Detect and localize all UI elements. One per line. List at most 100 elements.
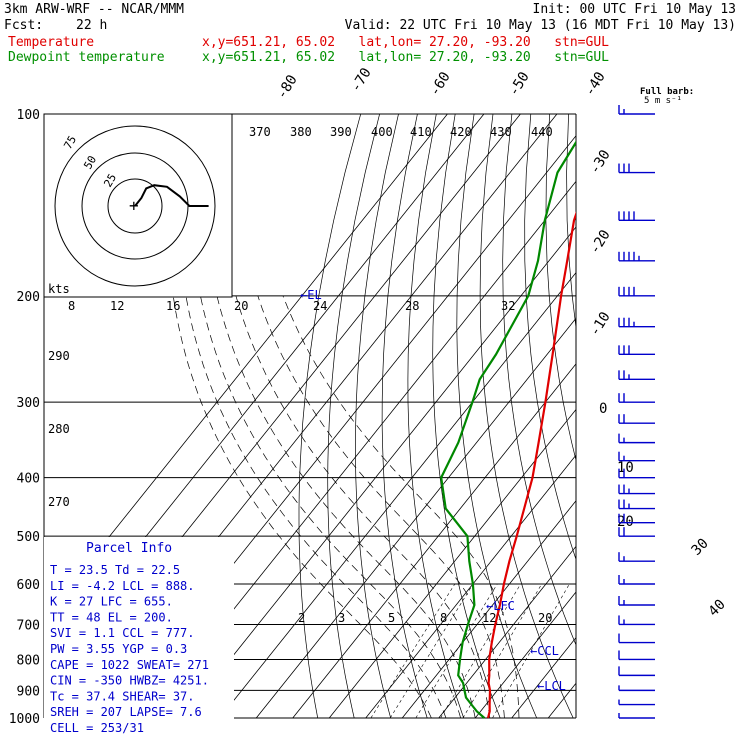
wind-barb [618, 370, 655, 381]
mixing-ratio-line [389, 583, 474, 719]
parcel-info-row: PW = 3.55 YGP = 0.3 [50, 642, 187, 656]
wind-barb [618, 699, 655, 706]
dry-adiabat [720, 114, 740, 718]
parcel-info-row: LI = -4.2 LCL = 888. [50, 579, 195, 593]
wind-barb [618, 650, 655, 661]
wind-barb [618, 552, 655, 562]
isotherm-label: -60 [427, 69, 454, 99]
hodograph-ring-label: 50 [81, 154, 99, 172]
temperature-profile [486, 211, 576, 719]
isotherm-label: -80 [274, 72, 301, 102]
isotherm-line [401, 500, 576, 719]
wind-barb [618, 484, 655, 495]
level-marker-ccl: ←CCL [530, 644, 559, 658]
wind-barb [618, 286, 655, 297]
mixing-ratio-label: 20 [234, 299, 248, 313]
theta-label: 390 [330, 125, 352, 139]
wind-barb [618, 451, 655, 462]
isotherm-label: -50 [506, 69, 533, 99]
isotherm-label: -30 [587, 147, 614, 177]
moist-adiabat [235, 295, 491, 719]
dry-adiabat [566, 114, 576, 330]
theta-label: 290 [48, 349, 70, 363]
dry-adiabat [701, 114, 740, 718]
moist-adiabat [216, 295, 476, 719]
isotherm-label: -70 [348, 65, 375, 95]
isotherm-label: 10 [617, 460, 634, 476]
dry-adiabat [524, 114, 576, 561]
isotherm-line [585, 114, 740, 718]
isotherm-line [328, 408, 576, 719]
pressure-tick-label: 300 [17, 396, 40, 411]
isotherm-line [474, 591, 576, 719]
pressure-tick-label: 1000 [9, 712, 40, 727]
dry-adiabat [606, 114, 740, 718]
temperature-legend: Temperature [8, 35, 95, 50]
isotherm-label: 20 [617, 514, 634, 530]
parcel-info-row: Tc = 37.4 SHEAR= 37. [50, 689, 195, 703]
wind-barb [618, 513, 655, 524]
dry-adiabat [587, 114, 740, 718]
barb-legend-units: 5 m s⁻¹ [644, 96, 682, 106]
mixing-ratio-label: 12 [110, 299, 124, 313]
wind-barb [618, 345, 655, 356]
theta-label: 280 [48, 422, 70, 436]
dry-adiabat [327, 114, 380, 719]
isotherm-label: 0 [599, 401, 607, 417]
dry-adiabat [502, 114, 576, 646]
mixing-ratio-label: 8 [68, 299, 75, 313]
hodograph-trace [134, 184, 209, 207]
isotherm-line [219, 272, 576, 719]
dry-adiabat [625, 114, 740, 718]
level-marker-lcl: ←LCL [537, 679, 566, 693]
wind-barb [618, 393, 655, 403]
dry-adiabat [663, 114, 740, 718]
theta-label: 400 [371, 125, 393, 139]
wind-barb [618, 633, 655, 644]
forecast-label: Fcst: [4, 18, 44, 33]
parcel-info-row: K = 27 LFC = 655. [50, 595, 173, 609]
isotherm-label: 40 [706, 597, 729, 620]
pressure-tick-label: 900 [17, 684, 40, 699]
hodograph-ring [107, 178, 163, 234]
isotherm-line [438, 545, 576, 719]
dry-adiabat [644, 114, 740, 718]
mixing-ratio-label: 8 [440, 611, 447, 625]
forecast-hour: 22 h [76, 18, 108, 33]
wind-barb [618, 575, 655, 585]
theta-label: 370 [249, 125, 271, 139]
wind-barb [618, 414, 655, 424]
mixing-ratio-line [415, 583, 498, 719]
isotherm-label: -20 [587, 227, 614, 257]
pressure-tick-label: 700 [17, 618, 40, 633]
dry-adiabat [456, 114, 538, 719]
isotherm-line [255, 317, 576, 719]
pressure-tick-label: 200 [17, 290, 40, 305]
dry-adiabat [407, 114, 465, 719]
init-time: Init: 00 UTC Fri 10 May 13 [532, 2, 737, 17]
parcel-info-row: SVI = 1.1 CCL = 777. [50, 626, 195, 640]
wind-barb [618, 433, 655, 444]
theta-label: 270 [48, 495, 70, 509]
hodograph-ring-label: 75 [61, 134, 79, 152]
valid-time: Valid: 22 UTC Fri 10 May 13 (16 MDT Fri … [344, 18, 736, 33]
model-title: 3km ARW-WRF -- NCAR/MMM [4, 2, 185, 17]
mixing-ratio-label: 3 [338, 611, 345, 625]
hodograph-origin: + [129, 196, 139, 215]
dewpoint-legend: Dewpoint temperature [8, 50, 165, 65]
dry-adiabat [545, 114, 576, 462]
isotherm-line [292, 363, 576, 719]
parcel-info-row: CIN = -350 HWBZ= 4251. [50, 674, 209, 688]
wind-barb [618, 713, 655, 719]
hodograph-ring [54, 125, 216, 287]
level-marker-el: ←EL [300, 288, 322, 302]
moist-adiabat [200, 295, 461, 719]
wind-barb [618, 163, 655, 174]
mixing-ratio-label: 24 [313, 299, 327, 313]
dry-adiabat [355, 114, 399, 719]
pressure-tick-label: 600 [17, 578, 40, 593]
wind-barb [618, 105, 655, 115]
pressure-tick-label: 100 [17, 108, 40, 123]
mixing-ratio-label: 12 [482, 611, 496, 625]
